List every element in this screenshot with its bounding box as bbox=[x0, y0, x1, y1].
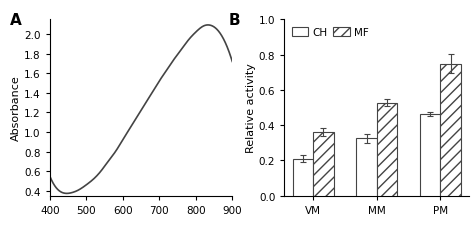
Y-axis label: Relative activity: Relative activity bbox=[246, 63, 256, 153]
Y-axis label: Absorbance: Absorbance bbox=[11, 75, 21, 141]
Bar bbox=[377, 103, 397, 196]
Bar bbox=[356, 139, 377, 196]
Text: A: A bbox=[9, 13, 21, 28]
Bar bbox=[293, 159, 313, 196]
Bar bbox=[440, 65, 461, 196]
Legend: CH, MF: CH, MF bbox=[290, 25, 371, 40]
Bar bbox=[420, 115, 440, 196]
Bar bbox=[313, 132, 334, 196]
Text: B: B bbox=[229, 13, 241, 28]
